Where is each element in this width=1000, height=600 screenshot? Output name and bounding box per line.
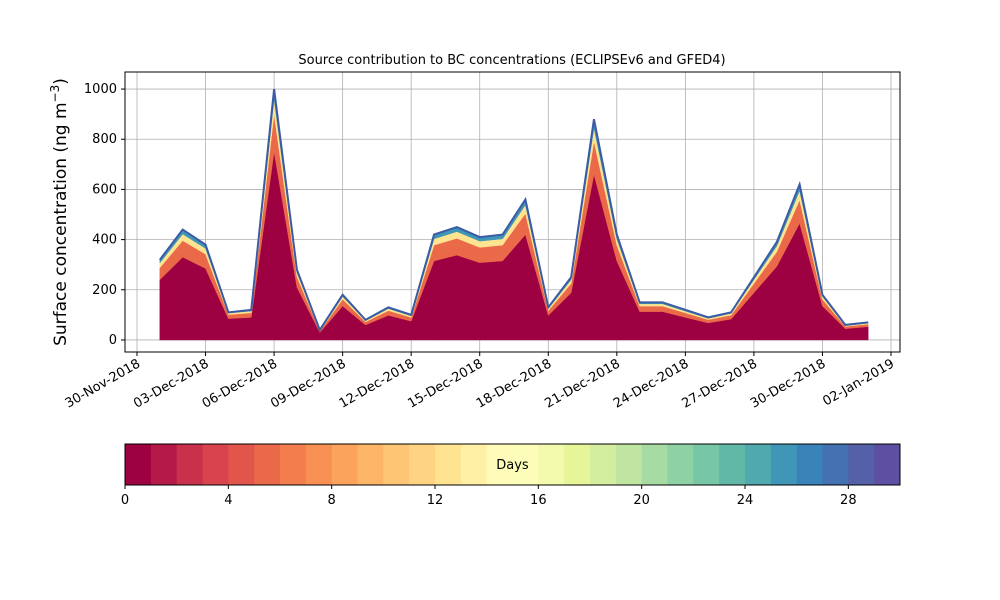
colorbar-bin: [796, 444, 823, 485]
colorbar-bin: [822, 444, 849, 485]
colorbar-tick-label: 16: [530, 493, 547, 508]
colorbar-tick-label: 28: [840, 493, 857, 508]
x-tick-label: 27-Dec-2018: [680, 356, 760, 411]
y-tick-label: 800: [92, 132, 117, 147]
colorbar-bin: [590, 444, 617, 485]
x-tick-label: 21-Dec-2018: [542, 356, 622, 411]
colorbar-bin: [357, 444, 384, 485]
x-tick-label: 03-Dec-2018: [131, 356, 211, 411]
colorbar-tick-label: 0: [121, 493, 129, 508]
colorbar-bin: [564, 444, 591, 485]
y-axis-label-text: Surface concentration (ng m: [51, 102, 71, 345]
colorbar-bin: [228, 444, 255, 485]
colorbar-bin: [435, 444, 462, 485]
y-axis-label-sup: −3: [48, 85, 62, 103]
colorbar-bin: [512, 444, 539, 485]
colorbar-bin: [409, 444, 436, 485]
x-tick-label: 06-Dec-2018: [200, 356, 280, 411]
x-tick-label: 30-Nov-2018: [63, 356, 143, 411]
colorbar-bin: [641, 444, 668, 485]
colorbar-frame: [124, 443, 901, 486]
x-tick-label: 02-Jan-2019: [820, 356, 897, 409]
y-axis-label: Surface concentration (ng m−3): [48, 78, 71, 346]
colorbar-bin: [125, 444, 152, 485]
y-tick-label: 600: [92, 182, 117, 197]
colorbar-bin: [486, 444, 513, 485]
colorbar-bin: [667, 444, 694, 485]
colorbar-tick-label: 20: [633, 493, 650, 508]
y-axis-label-end: ): [51, 78, 71, 85]
colorbar-bin: [719, 444, 746, 485]
x-tick-label: 18-Dec-2018: [474, 356, 554, 411]
x-tick-label: 09-Dec-2018: [268, 356, 348, 411]
y-tick-label: 400: [92, 233, 117, 248]
colorbar-bin: [615, 444, 643, 485]
colorbar-bin: [693, 444, 720, 485]
colorbar-tick-label: 4: [224, 493, 232, 508]
colorbar-bin: [383, 444, 410, 485]
colorbar-bin: [305, 444, 333, 485]
colorbar-bin: [202, 444, 229, 485]
colorbar-bin: [150, 444, 178, 485]
chart-title: Source contribution to BC concentrations…: [298, 53, 725, 68]
x-tick-label: 24-Dec-2018: [611, 356, 691, 411]
colorbar-bin: [770, 444, 798, 485]
colorbar-bin: [280, 444, 307, 485]
x-tick-label: 15-Dec-2018: [405, 356, 485, 411]
colorbar-tick-label: 24: [737, 493, 754, 508]
colorbar-bin: [176, 444, 203, 485]
colorbar-bin: [874, 444, 901, 485]
colorbar-tick-label: 8: [328, 493, 336, 508]
total-line: [159, 88, 869, 333]
colorbar-tick-label: 12: [427, 493, 444, 508]
colorbar-bin: [331, 444, 358, 485]
colorbar-bin: [460, 444, 488, 485]
plot-frame: [124, 71, 901, 353]
x-tick-label: 12-Dec-2018: [337, 356, 417, 411]
y-tick-label: 0: [109, 333, 117, 348]
x-tick-label: 30-Dec-2018: [748, 356, 828, 411]
colorbar-bin: [538, 444, 565, 485]
colorbar-bin: [745, 444, 772, 485]
colorbar-label: Days: [496, 458, 529, 473]
y-tick-label: 1000: [84, 82, 117, 97]
colorbar-bin: [254, 444, 281, 485]
y-tick-label: 200: [92, 283, 117, 298]
colorbar-bin: [848, 444, 875, 485]
